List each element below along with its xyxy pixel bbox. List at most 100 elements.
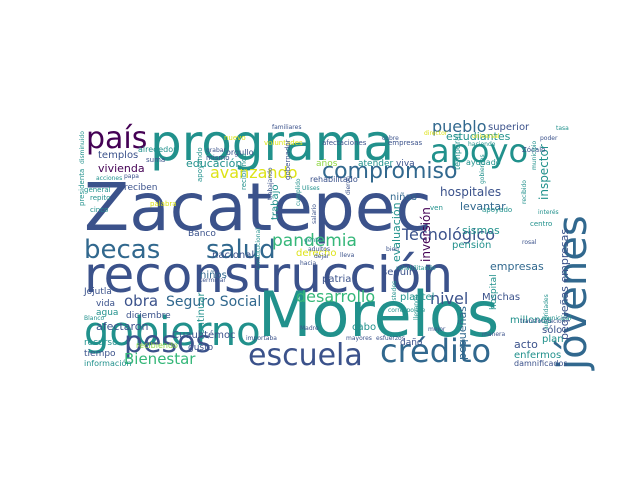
cloud-word: superior — [488, 122, 530, 133]
cloud-word: Ulises — [302, 185, 320, 192]
cloud-word: Ustedes — [391, 281, 398, 305]
cloud-word: temporal — [453, 134, 462, 170]
cloud-word: evaluación — [390, 202, 403, 262]
cloud-word: dejar — [314, 253, 330, 260]
cloud-word: país — [86, 121, 147, 156]
cloud-word: papa — [124, 173, 139, 180]
cloud-word: hospital — [489, 274, 499, 310]
cloud-word: universal — [472, 133, 500, 140]
cloud-word: becas — [84, 235, 160, 265]
cloud-word: Blanco — [84, 315, 105, 322]
cloud-word: plan — [542, 334, 564, 345]
cloud-word: mejor — [428, 326, 446, 333]
cloud-word: damnificados — [514, 359, 568, 368]
cloud-word: poder — [540, 135, 558, 142]
cloud-word: salud — [206, 235, 276, 265]
cloud-word: información — [84, 358, 131, 368]
cloud-word: gusto — [188, 343, 214, 353]
cloud-word: Zacatepec — [84, 169, 432, 246]
cloud-word: bien — [386, 246, 399, 253]
cloud-word: esfuerzos — [376, 335, 405, 342]
cloud-word: crédito — [380, 332, 491, 370]
cloud-word: plantel — [400, 292, 434, 303]
cloud-word: nacional — [212, 250, 254, 261]
cloud-word: Morelos — [258, 278, 499, 351]
cloud-word: sismos — [462, 224, 500, 237]
cloud-word: empresas — [388, 139, 423, 147]
cloud-word: patria — [322, 274, 351, 285]
cloud-word: diciembre — [126, 311, 171, 321]
cloud-word: orgullo — [226, 148, 254, 157]
cloud-word: disminuido — [79, 131, 86, 164]
cloud-word: templos — [98, 150, 138, 161]
cloud-word: millones — [510, 315, 552, 326]
cloud-word: vivienda — [98, 162, 145, 175]
cloud-word: enfermos — [514, 350, 561, 361]
cloud-word: cinco — [90, 206, 108, 214]
cloud-word: levantar — [460, 200, 506, 213]
cloud-word: tasa — [556, 125, 569, 132]
cloud-word: vida — [96, 299, 115, 309]
cloud-word: niñas — [390, 192, 417, 203]
cloud-word: inspector — [537, 144, 551, 200]
cloud-word: atender — [358, 159, 394, 169]
cloud-word: apoyo — [430, 132, 528, 170]
cloud-word: pesos — [124, 325, 211, 360]
cloud-word: interés — [538, 209, 559, 216]
cloud-word: rehabilitando — [396, 265, 436, 272]
cloud-word: Cuauhtémoc — [172, 329, 236, 341]
cloud-word: reciben — [124, 183, 157, 193]
cloud-word: seguir — [382, 267, 414, 278]
cloud-word: niños — [200, 270, 227, 281]
cloud-word: gobiernos — [479, 154, 486, 184]
cloud-word: terminar — [200, 277, 226, 284]
cloud-word: recurso — [84, 338, 118, 348]
cloud-word: trabajo — [270, 184, 281, 220]
cloud-word: constitucional — [255, 228, 262, 270]
cloud-word: general — [84, 186, 111, 194]
cloud-word: municipal — [542, 315, 572, 322]
cloud-word: obra — [124, 292, 158, 310]
cloud-word: pequeñas — [456, 306, 469, 360]
cloud-word: continuar — [196, 292, 207, 340]
cloud-word: manera — [482, 331, 505, 338]
cloud-word: tiempo — [84, 349, 116, 359]
cloud-word: pensión — [452, 239, 491, 251]
cloud-word: estudiantes — [446, 130, 511, 143]
cloud-word: inversión — [419, 207, 433, 262]
cloud-word: escuela — [248, 338, 363, 373]
cloud-word: Madre — [300, 325, 319, 332]
cloud-word: grabar — [206, 147, 226, 154]
cloud-word: autoridades — [543, 294, 550, 330]
cloud-word: empresas — [490, 260, 544, 273]
cloud-word: ven — [430, 204, 443, 212]
cloud-word: desarrollo — [296, 287, 375, 306]
cloud-word: Bienestar — [124, 350, 196, 368]
cloud-word: cumplido — [295, 178, 302, 206]
cloud-word: dieron — [345, 176, 352, 195]
cloud-word: mismo — [206, 154, 230, 162]
cloud-word: sólo — [542, 324, 562, 336]
cloud-word: hacia — [300, 260, 316, 267]
cloud-word: educación — [186, 157, 242, 170]
cloud-word: nivel — [430, 289, 468, 308]
cloud-word: derecho — [296, 248, 337, 259]
cloud-word: compromiso — [322, 159, 457, 184]
cloud-word: daño — [400, 338, 423, 348]
cloud-word: recibiendo — [136, 341, 178, 350]
cloud-word: ayudado — [466, 158, 501, 167]
cloud-word: Seguro Social — [166, 294, 261, 310]
cloud-word: hospitales — [440, 185, 501, 199]
cloud-word: acciones — [96, 175, 122, 182]
cloud-word: años — [316, 159, 338, 169]
cloud-word: reconstrucción — [84, 246, 453, 304]
cloud-word: alrededor — [138, 145, 177, 154]
cloud-word: Zócalo — [522, 146, 545, 154]
cloud-word: gobierno — [84, 309, 261, 355]
cloud-word: recibido — [521, 180, 528, 204]
cloud-word: Banco — [188, 229, 216, 239]
cloud-word: suma — [146, 156, 165, 164]
cloud-word: director — [424, 130, 448, 137]
cloud-word: voluntades — [264, 139, 303, 147]
